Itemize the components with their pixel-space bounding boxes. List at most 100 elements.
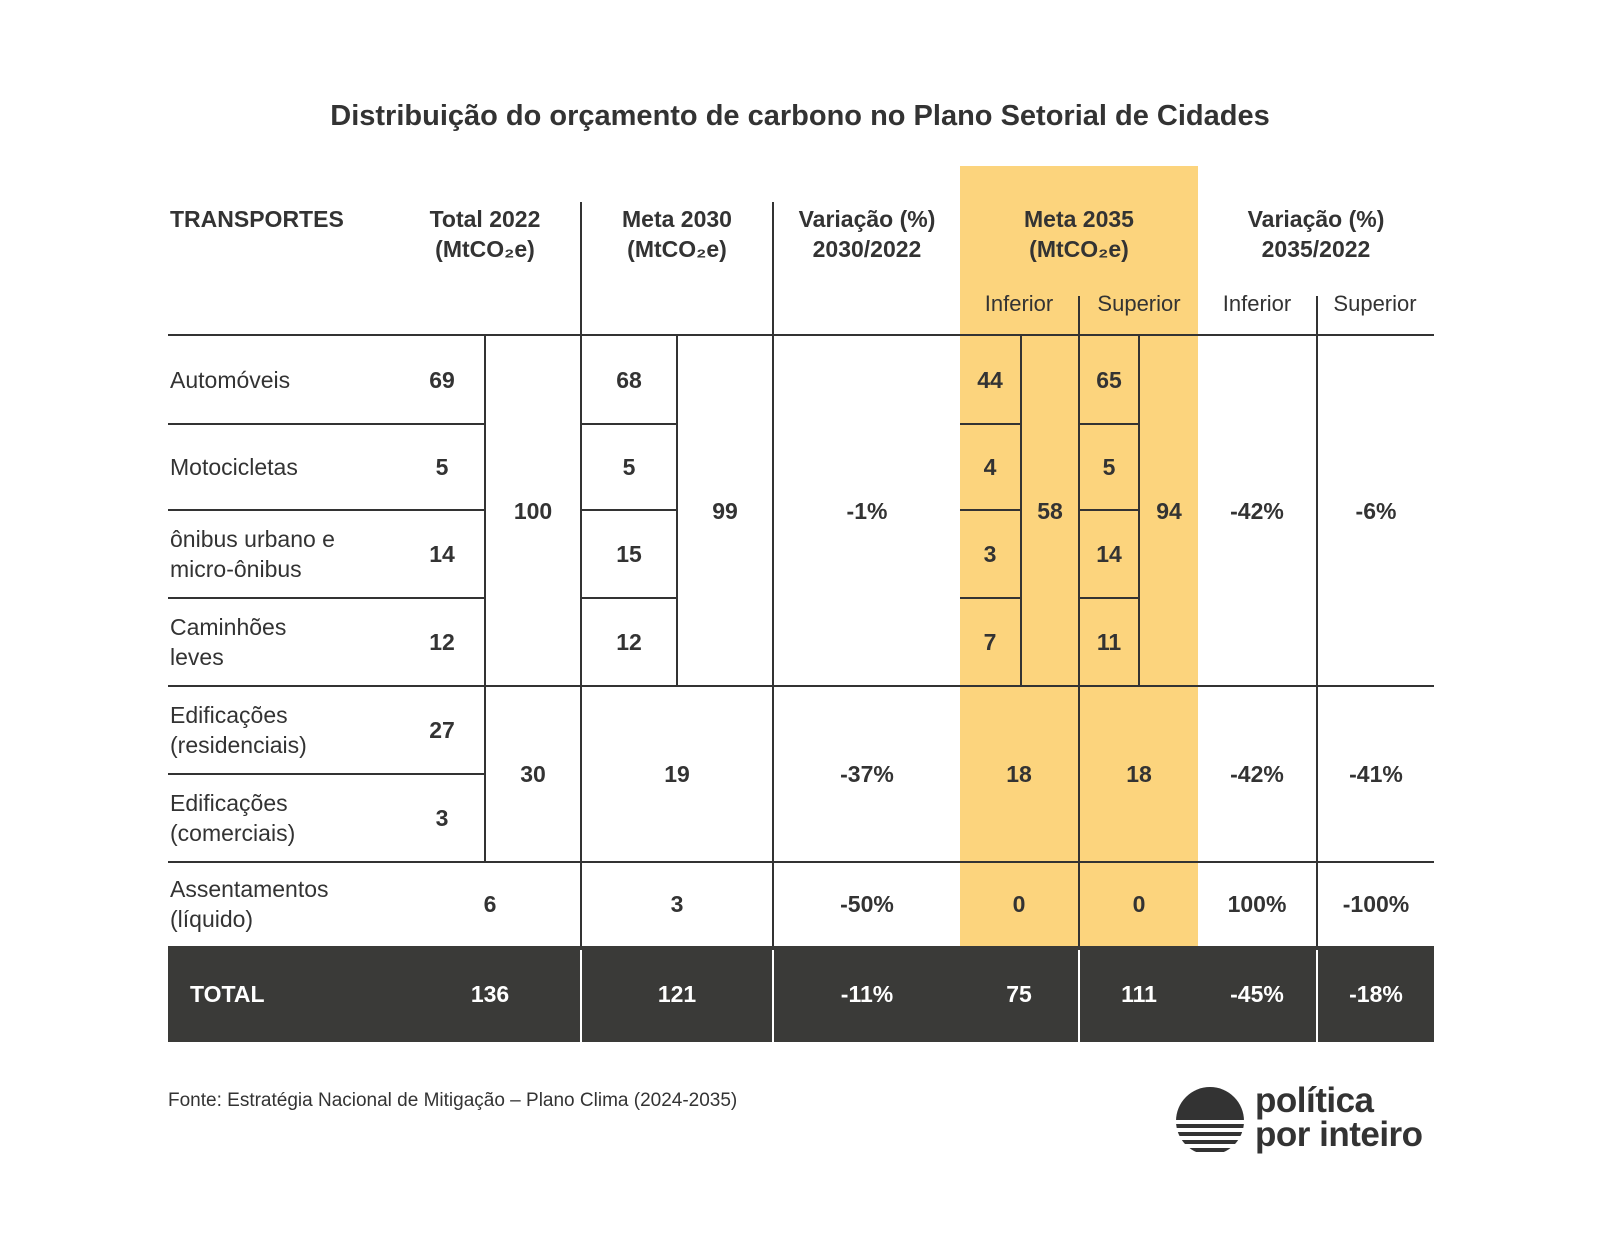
rule-meta2035inf-row-1 [960,423,1020,425]
subheader-meta-inferior: Inferior [984,291,1054,316]
cell-total2022-group-assentamentos: 6 [483,890,497,917]
rule-meta2035sup-row-1 [1078,423,1138,425]
rule-edificacoes-bottom [168,861,1434,863]
rule-col-meta2030-split [676,334,678,686]
cell-meta2030-caminhoes: 12 [616,628,642,655]
cell-total2022-onibus: 14 [429,540,455,567]
half-sun-stripes-logo-icon [1176,1087,1244,1152]
total-var2035-sup: -18% [1349,980,1403,1007]
cell-var2030-edificacoes: -37% [840,760,894,787]
total-separator-1 [580,950,582,1042]
cell-total2022-comerciais: 3 [435,804,449,831]
cell-total2022-residenciais: 27 [429,716,455,743]
total-meta2035-inf: 75 [1006,980,1032,1007]
row-label-edificacoes-residenciais: Edificações (residenciais) [170,702,307,758]
chart-title: Distribuição do orçamento de carbono no … [330,100,1270,132]
cell-meta2035sup-onibus: 14 [1096,540,1122,567]
cell-total2022-group-transportes: 100 [513,497,553,524]
rule-meta2035sup-row-2 [1078,509,1138,511]
header-total-2022-line1: Total 2022 [429,206,541,232]
rule-meta2035inf-row-2 [960,509,1020,511]
cell-meta2035inf-caminhoes: 7 [983,628,997,655]
cell-meta2035sup-group-edificacoes: 18 [1126,760,1152,787]
rule-row-5 [168,773,484,775]
cell-meta2035inf-group-transportes: 58 [1037,497,1063,524]
header-transportes: TRANSPORTES [170,206,344,232]
cell-meta2030-group-transportes: 99 [712,497,738,524]
header-variacao-2030-line2: 2030/2022 [812,236,922,262]
cell-total2022-caminhoes: 12 [429,628,455,655]
cell-meta2035inf-onibus: 3 [983,540,997,567]
header-variacao-2030-line1: Variação (%) [798,206,936,232]
cell-var2035inf-transportes: -42% [1230,497,1284,524]
total-label: TOTAL [190,980,265,1007]
header-variacao-2035-line2: 2035/2022 [1261,236,1371,262]
header-variacao-2035: Variação (%) 2035/2022 [1198,204,1434,264]
rule-row-2 [168,509,484,511]
cell-var2035sup-edificacoes: -41% [1349,760,1403,787]
rule-meta2035inf-row-3 [960,597,1020,599]
brand-line-1: política [1255,1081,1374,1120]
total-meta2035-sup: 111 [1121,980,1157,1007]
header-meta-2035-line1: Meta 2035 [1024,206,1134,232]
cell-meta2030-group-assentamentos: 3 [670,890,684,917]
cell-meta2030-automoveis: 68 [616,366,642,393]
cell-total2022-automoveis: 69 [429,366,455,393]
rule-row-3 [168,597,484,599]
header-meta-2030: Meta 2030 (MtCO₂e) [582,204,772,264]
cell-meta2030-onibus: 15 [616,540,642,567]
cell-meta2035sup-group-assentamentos: 0 [1132,890,1146,917]
row-label-edificacoes-comerciais: Edificações (comerciais) [170,790,296,846]
cell-meta2035inf-motocicletas: 4 [983,453,997,480]
rule-col-meta2035sup-split [1138,334,1140,686]
rule-meta2030-row-2 [580,509,676,511]
row-label-onibus: ônibus urbano e micro-ônibus [170,526,335,582]
row-label-assentamentos: Assentamentos (líquido) [170,876,329,932]
cell-meta2035sup-motocicletas: 5 [1102,453,1116,480]
cell-meta2030-motocicletas: 5 [622,453,636,480]
cell-var2030-assentamentos: -50% [840,890,894,917]
header-meta-2030-line1: Meta 2030 [622,206,732,232]
cell-total2022-motocicletas: 5 [435,453,449,480]
rule-col-meta2030 [580,202,582,946]
rule-col-variacao2030 [772,202,774,946]
cell-meta2030-group-edificacoes: 19 [664,760,690,787]
cell-meta2035sup-group-transportes: 94 [1156,497,1182,524]
header-total-2022-line2: (MtCO₂e) [435,236,535,262]
rule-col-meta2035inf-split [1020,334,1022,686]
total-separator-2 [772,950,774,1042]
header-meta-2035-line2: (MtCO₂e) [1029,236,1129,262]
cell-meta2035inf-group-assentamentos: 0 [1012,890,1026,917]
cell-var2035inf-edificacoes: -42% [1230,760,1284,787]
rule-meta2035sup-row-3 [1078,597,1138,599]
total-var2030: -11% [840,980,894,1007]
cell-var2030-transportes: -1% [846,497,888,524]
rule-meta2030-row-3 [580,597,676,599]
source-note: Fonte: Estratégia Nacional de Mitigação … [168,1090,738,1111]
cell-meta2035inf-automoveis: 44 [977,366,1003,393]
cell-meta2035inf-group-edificacoes: 18 [1006,760,1032,787]
cell-total2022-group-edificacoes: 30 [520,760,546,787]
total-total2022: 136 [470,980,510,1007]
row-label-caminhoes: Caminhões leves [170,614,287,670]
cell-meta2035sup-caminhoes: 11 [1096,628,1122,655]
rule-header-bottom [168,334,1434,336]
total-row-bar [168,946,1434,1042]
header-variacao-2030: Variação (%) 2030/2022 [774,204,960,264]
rule-row-1 [168,423,484,425]
total-meta2030: 121 [657,980,697,1007]
rule-col-meta2035sup [1078,296,1080,946]
rule-meta2030-row-1 [580,423,676,425]
total-separator-4 [1316,950,1318,1042]
header-meta-2030-line2: (MtCO₂e) [627,236,727,262]
rule-transportes-bottom [168,685,1434,687]
rule-col-total2022-split [484,334,486,862]
row-label-automoveis: Automóveis [170,367,291,393]
total-separator-3 [1078,950,1080,1042]
header-variacao-2035-line1: Variação (%) [1247,206,1385,232]
total-var2035-inf: -45% [1230,980,1284,1007]
brand-line-2: por inteiro [1255,1115,1423,1154]
header-total-2022: Total 2022 (MtCO₂e) [400,204,570,264]
header-meta-2035: Meta 2035 (MtCO₂e) [960,204,1198,264]
cell-var2035sup-assentamentos: -100% [1342,890,1410,917]
